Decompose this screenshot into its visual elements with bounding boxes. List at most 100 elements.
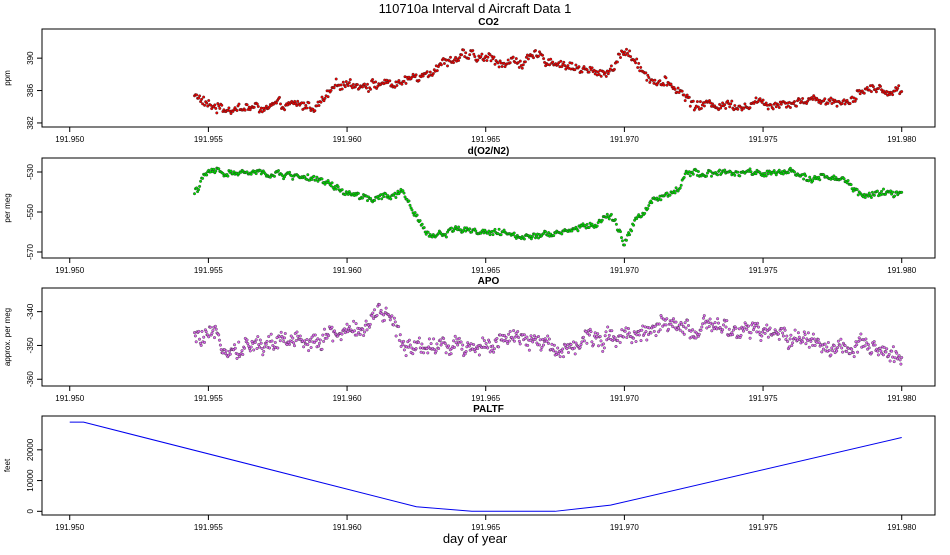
data-point — [205, 101, 209, 105]
data-point — [618, 52, 621, 56]
data-point — [822, 173, 826, 177]
data-point — [710, 329, 714, 333]
data-point — [647, 76, 651, 79]
data-point — [843, 344, 847, 348]
data-point — [625, 47, 628, 51]
data-point — [606, 325, 610, 329]
data-point — [384, 306, 388, 310]
data-point — [552, 234, 556, 238]
data-point — [738, 174, 742, 178]
y-tick-label: 386 — [26, 83, 35, 97]
x-tick-label: 191.975 — [749, 394, 778, 403]
data-point — [585, 341, 589, 345]
data-point — [394, 334, 398, 338]
data-point — [616, 339, 620, 342]
data-point — [339, 338, 343, 342]
data-point — [418, 346, 422, 350]
data-point — [629, 55, 633, 59]
data-point — [786, 340, 790, 343]
data-point — [237, 340, 241, 344]
y-tick-label: -550 — [26, 203, 35, 220]
data-point — [397, 325, 401, 329]
data-point — [682, 175, 686, 179]
data-point — [498, 333, 502, 337]
data-point — [429, 342, 433, 346]
data-point — [330, 325, 334, 329]
data-point — [421, 74, 425, 78]
data-point — [761, 330, 765, 334]
data-point — [354, 322, 358, 326]
x-tick-label: 191.970 — [610, 135, 639, 144]
data-point — [538, 338, 542, 342]
data-point — [302, 101, 306, 105]
data-point — [647, 204, 651, 207]
data-point — [415, 213, 419, 217]
data-point — [302, 345, 306, 349]
data-point — [356, 191, 360, 195]
data-point — [422, 226, 426, 230]
data-point — [717, 108, 721, 112]
data-point — [777, 106, 781, 109]
data-point — [278, 335, 281, 339]
data-point — [613, 336, 617, 340]
data-point — [846, 179, 850, 183]
data-point — [843, 102, 847, 106]
data-point — [252, 348, 256, 352]
data-point — [232, 170, 236, 174]
data-point — [276, 346, 280, 350]
data-point — [253, 340, 257, 344]
x-tick-label: 191.965 — [471, 523, 500, 532]
data-point — [283, 336, 286, 340]
data-point — [278, 95, 281, 99]
data-point — [481, 336, 485, 340]
data-point — [864, 337, 868, 341]
data-point — [235, 356, 239, 360]
data-point — [343, 85, 347, 89]
data-point — [412, 340, 416, 344]
data-point — [887, 352, 891, 356]
data-point — [595, 224, 599, 228]
data-point — [743, 102, 747, 106]
data-point — [450, 226, 453, 230]
data-point — [452, 345, 456, 349]
data-point — [605, 212, 609, 216]
data-point — [288, 342, 291, 346]
data-point — [603, 71, 607, 75]
data-point — [777, 337, 781, 341]
data-point — [806, 331, 810, 335]
data-point — [236, 352, 240, 356]
data-point — [366, 82, 369, 86]
data-point — [600, 218, 604, 222]
x-tick-label: 191.965 — [471, 135, 500, 144]
data-point — [835, 349, 839, 353]
data-point — [798, 97, 801, 101]
data-point — [698, 100, 702, 104]
data-point — [428, 70, 432, 74]
data-point — [344, 328, 348, 332]
data-point — [728, 105, 732, 109]
data-point — [213, 103, 217, 107]
data-point — [644, 71, 648, 75]
data-point — [452, 339, 456, 343]
x-tick-label: 191.955 — [194, 135, 223, 144]
data-point — [336, 185, 340, 189]
data-point — [811, 343, 815, 347]
data-point — [788, 106, 792, 109]
data-point — [766, 107, 770, 111]
data-point — [454, 341, 458, 345]
data-point — [382, 313, 386, 317]
data-point — [511, 337, 515, 341]
data-point — [537, 54, 540, 58]
data-point — [344, 80, 348, 84]
data-point — [596, 70, 600, 74]
data-point — [295, 104, 299, 107]
data-point — [373, 308, 376, 312]
data-point — [812, 337, 816, 341]
data-point — [504, 335, 508, 339]
data-point — [707, 325, 711, 328]
data-point — [749, 170, 753, 174]
data-point — [273, 341, 277, 344]
data-point — [426, 351, 430, 355]
data-point — [318, 338, 322, 342]
data-point — [653, 324, 657, 328]
